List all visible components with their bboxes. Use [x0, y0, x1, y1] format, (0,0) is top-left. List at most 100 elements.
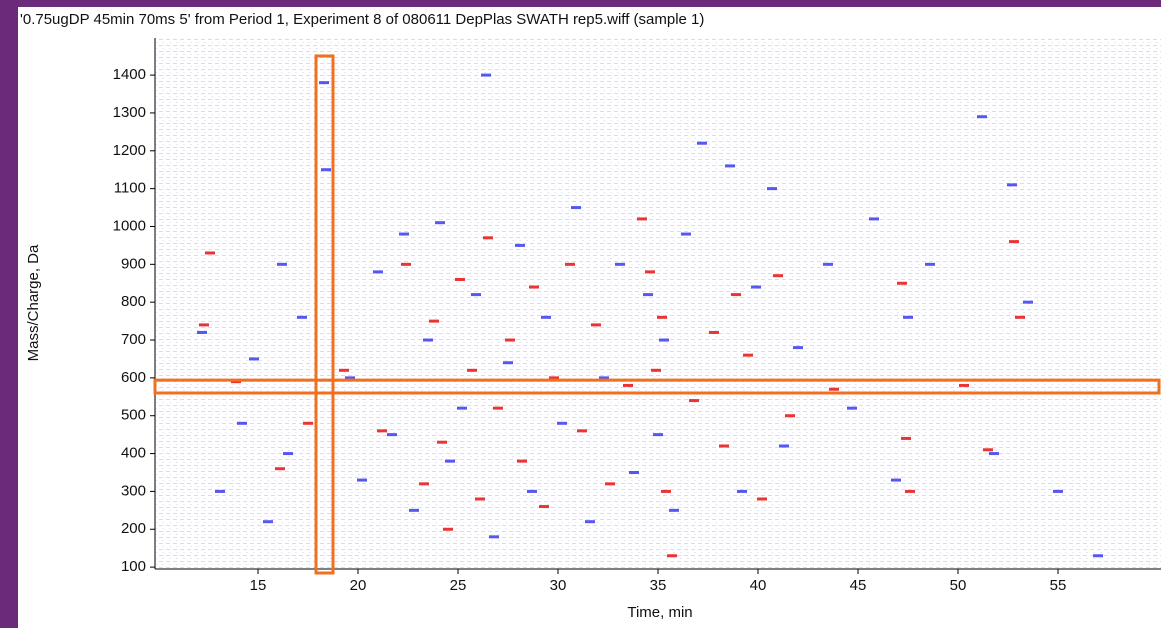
signal	[743, 353, 753, 357]
signal	[983, 448, 993, 452]
signal	[651, 368, 661, 372]
signal	[891, 478, 901, 482]
signal	[471, 293, 481, 297]
signal	[321, 168, 331, 172]
signal	[779, 444, 789, 448]
signal	[565, 262, 575, 266]
signal	[661, 489, 671, 493]
signal	[215, 489, 225, 493]
signal	[905, 489, 915, 493]
signal	[377, 429, 387, 433]
signal	[719, 444, 729, 448]
plot-background	[155, 38, 1161, 568]
signal	[629, 470, 639, 474]
y-tick-label: 800	[121, 293, 146, 310]
signal	[591, 323, 601, 327]
signal	[539, 505, 549, 509]
signal	[541, 315, 551, 319]
highlight-column	[314, 54, 335, 575]
signal	[199, 323, 209, 327]
signal	[959, 383, 969, 387]
signal	[757, 497, 767, 501]
signal	[475, 497, 485, 501]
signal	[455, 277, 465, 281]
signal	[437, 440, 447, 444]
signal	[903, 315, 913, 319]
signal	[429, 319, 439, 323]
signal	[445, 459, 455, 463]
signal	[517, 459, 527, 463]
signal	[249, 357, 259, 361]
signal	[237, 421, 247, 425]
signal	[697, 141, 707, 145]
x-tick-label: 30	[550, 577, 567, 594]
signal	[577, 429, 587, 433]
signal	[829, 387, 839, 391]
signal	[527, 489, 537, 493]
signal	[503, 361, 513, 365]
signal	[489, 535, 499, 539]
signal	[725, 164, 735, 168]
signal	[847, 406, 857, 410]
signal	[737, 489, 747, 493]
y-tick-label: 900	[121, 255, 146, 272]
signal	[977, 115, 987, 119]
signal	[643, 293, 653, 297]
signal	[419, 482, 429, 486]
signal	[623, 383, 633, 387]
signal	[443, 527, 453, 531]
signal	[709, 330, 719, 334]
signal	[493, 406, 503, 410]
signal	[549, 376, 559, 380]
y-tick-label: 1000	[113, 217, 146, 234]
signal	[423, 338, 433, 342]
signal	[529, 285, 539, 289]
signal	[667, 554, 677, 558]
signal	[689, 399, 699, 403]
x-tick-label: 35	[650, 577, 667, 594]
y-tick-label: 1300	[113, 104, 146, 121]
signal	[645, 270, 655, 274]
signal	[515, 243, 525, 247]
y-tick-label: 500	[121, 407, 146, 424]
y-axis-label: Mass/Charge, Da	[25, 244, 42, 361]
signal	[205, 251, 215, 255]
y-tick-label: 600	[121, 369, 146, 386]
x-tick-label: 50	[950, 577, 967, 594]
signal	[681, 232, 691, 236]
signal	[751, 285, 761, 289]
signal	[637, 217, 647, 221]
y-tick-label: 1400	[113, 66, 146, 83]
x-tick-label: 55	[1050, 577, 1067, 594]
x-tick-label: 45	[850, 577, 867, 594]
signal	[773, 274, 783, 278]
y-tick-label: 200	[121, 520, 146, 537]
signal	[457, 406, 467, 410]
y-tick-label: 100	[121, 558, 146, 575]
signal	[869, 217, 879, 221]
signal	[387, 433, 397, 437]
signal	[897, 281, 907, 285]
y-tick-label: 1100	[114, 180, 146, 197]
signal	[557, 421, 567, 425]
signal	[297, 315, 307, 319]
chart-title: '0.75ugDP 45min 70ms 5' from Period 1, E…	[20, 11, 704, 28]
window: '0.75ugDP 45min 70ms 5' from Period 1, E…	[18, 7, 1161, 628]
signal	[481, 73, 491, 77]
y-tick-label: 400	[121, 445, 146, 462]
signal	[1009, 240, 1019, 244]
signal	[653, 433, 663, 437]
signal	[1015, 315, 1025, 319]
signal	[409, 508, 419, 512]
signal	[1023, 300, 1033, 304]
signal	[373, 270, 383, 274]
signal	[1007, 183, 1017, 187]
x-axis-label: Time, min	[627, 604, 692, 621]
signal	[731, 293, 741, 297]
signal	[1053, 489, 1063, 493]
signal	[823, 262, 833, 266]
signal	[467, 368, 477, 372]
signal	[767, 187, 777, 191]
signal	[605, 482, 615, 486]
signal	[901, 436, 911, 440]
